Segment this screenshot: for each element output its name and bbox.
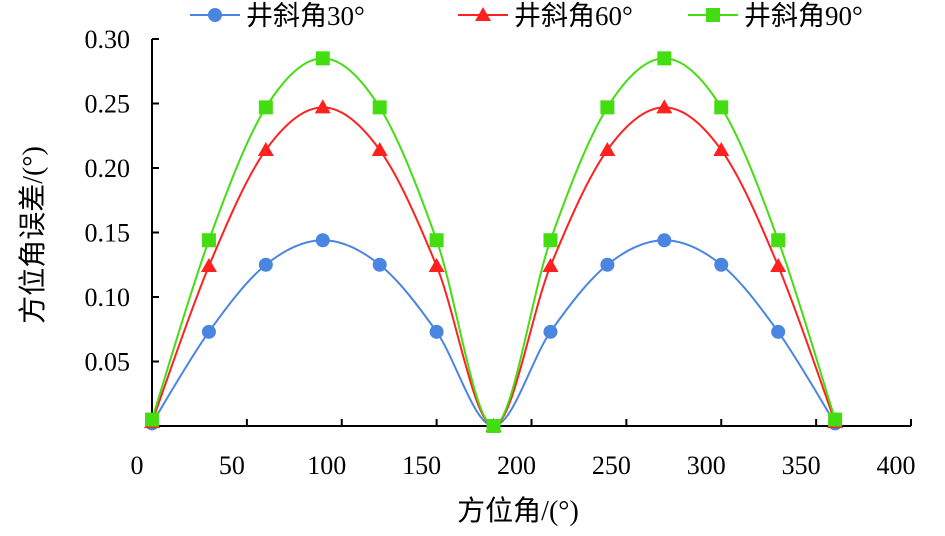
square-marker	[486, 419, 501, 433]
y-tick-label: 0.10	[85, 283, 131, 312]
square-marker	[145, 412, 159, 427]
triangle-marker	[656, 99, 673, 114]
series-line	[151, 106, 837, 428]
y-tick-label: 0.25	[85, 90, 131, 119]
x-tick-label: 0	[131, 451, 144, 480]
square-marker	[657, 51, 672, 66]
square-marker	[600, 100, 615, 115]
square-marker	[771, 233, 786, 248]
x-tick-label: 150	[402, 451, 441, 480]
circle-marker	[600, 257, 615, 272]
x-tick-label: 100	[307, 451, 346, 480]
circle-marker	[208, 8, 222, 22]
square-marker	[201, 233, 216, 248]
triangle-marker	[314, 99, 331, 114]
x-tick-label: 350	[782, 451, 821, 480]
x-tick-label: 300	[687, 451, 726, 480]
circle-marker	[543, 324, 558, 339]
series-group	[144, 51, 844, 433]
series-line	[151, 239, 836, 428]
x-tick-label: 50	[219, 451, 245, 480]
y-tick-label: 0.05	[85, 348, 131, 377]
x-axis-label: 方位角/(°)	[457, 495, 579, 527]
series-3	[145, 51, 843, 433]
triangle-marker	[542, 258, 559, 273]
square-marker	[258, 100, 273, 115]
triangle-marker	[713, 141, 730, 156]
square-marker	[372, 100, 387, 115]
square-marker	[828, 412, 843, 427]
legend-label: 井斜角90°	[744, 1, 863, 31]
legend-item: 井斜角60°	[458, 1, 633, 31]
y-tick-label: 0.20	[85, 154, 131, 183]
circle-marker	[657, 233, 672, 248]
circle-marker	[315, 233, 330, 248]
legend: 井斜角30° 井斜角60° 井斜角90°	[190, 1, 863, 31]
square-marker	[706, 8, 720, 22]
circle-marker	[771, 324, 786, 339]
triangle-marker	[599, 141, 616, 156]
circle-marker	[201, 324, 216, 339]
circle-marker	[258, 257, 273, 272]
y-axis-label: 方位角误差/(°)	[17, 146, 49, 324]
square-marker	[714, 100, 729, 115]
square-marker	[315, 51, 330, 66]
axes: 0 50 100 150 200 250 300 350 400 0.05 0.10 0.15 0.20…	[85, 25, 916, 480]
x-tick-label: 250	[592, 451, 631, 480]
series-line	[151, 57, 837, 428]
y-tick-label: 0.30	[85, 25, 131, 54]
triangle-marker	[770, 258, 787, 273]
circle-marker	[372, 257, 387, 272]
triangle-marker	[428, 258, 445, 273]
square-marker	[429, 233, 444, 248]
legend-label: 井斜角30°	[246, 1, 365, 31]
triangle-marker	[371, 141, 388, 156]
x-tick-label: 200	[497, 451, 536, 480]
circle-marker	[714, 257, 729, 272]
triangle-marker	[257, 141, 274, 156]
legend-label: 井斜角60°	[514, 1, 633, 31]
series-1	[145, 233, 843, 433]
legend-item: 井斜角30°	[190, 1, 365, 31]
square-marker	[543, 233, 558, 248]
circle-marker	[429, 324, 444, 339]
triangle-marker	[200, 258, 217, 273]
y-tick-label: 0.15	[85, 219, 131, 248]
legend-item: 井斜角90°	[688, 1, 863, 31]
triangle-marker	[475, 7, 491, 21]
x-tick-label: 400	[877, 451, 916, 480]
series-2	[144, 99, 844, 432]
